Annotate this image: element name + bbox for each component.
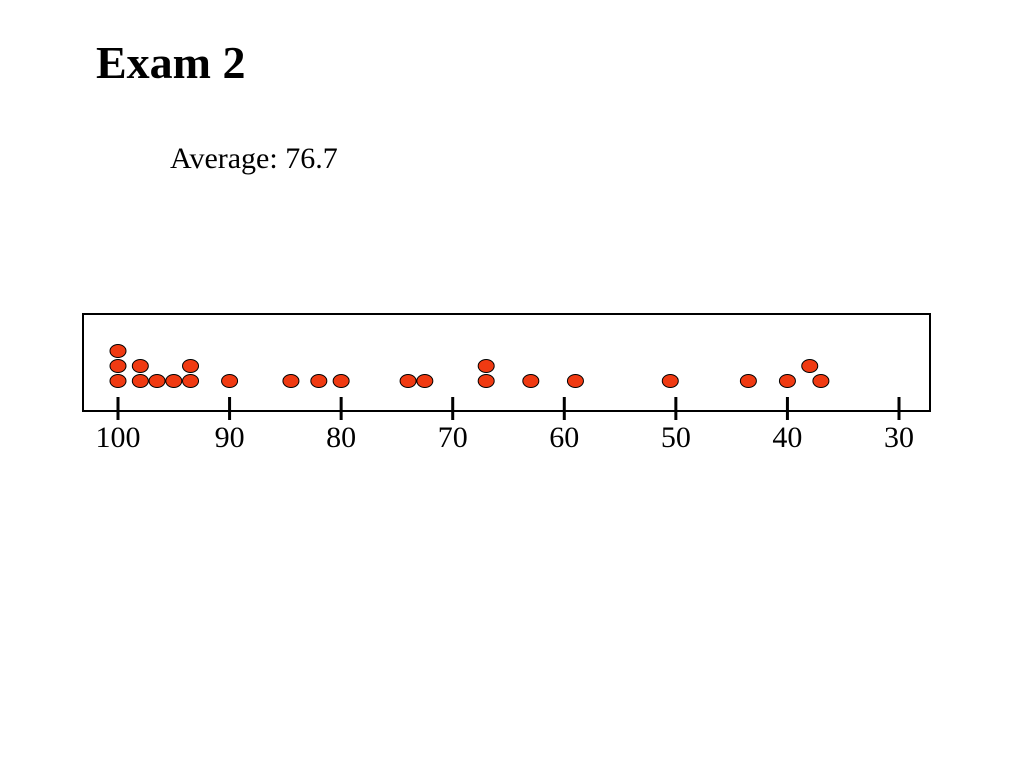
data-point — [778, 374, 796, 388]
x-axis-ticks — [116, 397, 901, 420]
data-point — [661, 374, 679, 388]
data-point — [182, 374, 200, 388]
data-point — [165, 374, 183, 388]
x-tick-label: 70 — [438, 421, 468, 454]
x-tick-label: 100 — [96, 421, 141, 454]
plot-frame — [82, 313, 931, 412]
data-point — [416, 374, 434, 388]
data-point — [332, 374, 350, 388]
data-point — [522, 374, 540, 388]
x-tick-label: 50 — [661, 421, 691, 454]
data-point — [477, 374, 495, 388]
data-point — [221, 374, 239, 388]
data-point — [801, 359, 819, 373]
data-point — [282, 374, 300, 388]
average-label: Average: 76.7 — [170, 142, 338, 175]
data-point — [131, 359, 149, 373]
x-tick-label: 30 — [884, 421, 914, 454]
data-point — [812, 374, 830, 388]
data-point — [310, 374, 328, 388]
data-point — [739, 374, 757, 388]
data-point — [109, 374, 127, 388]
data-point — [148, 374, 166, 388]
data-points — [109, 344, 830, 388]
x-tick-label: 60 — [549, 421, 579, 454]
data-point — [399, 374, 417, 388]
data-point — [182, 359, 200, 373]
data-point — [109, 359, 127, 373]
data-point — [477, 359, 495, 373]
x-axis-tick-labels: 100 90 80 70 60 50 40 30 — [96, 421, 915, 454]
data-point — [131, 374, 149, 388]
data-point — [566, 374, 584, 388]
slide-title: Exam 2 — [96, 37, 246, 88]
x-tick-label: 90 — [215, 421, 245, 454]
x-tick-label: 40 — [772, 421, 802, 454]
data-point — [109, 344, 127, 358]
x-tick-label: 80 — [326, 421, 356, 454]
